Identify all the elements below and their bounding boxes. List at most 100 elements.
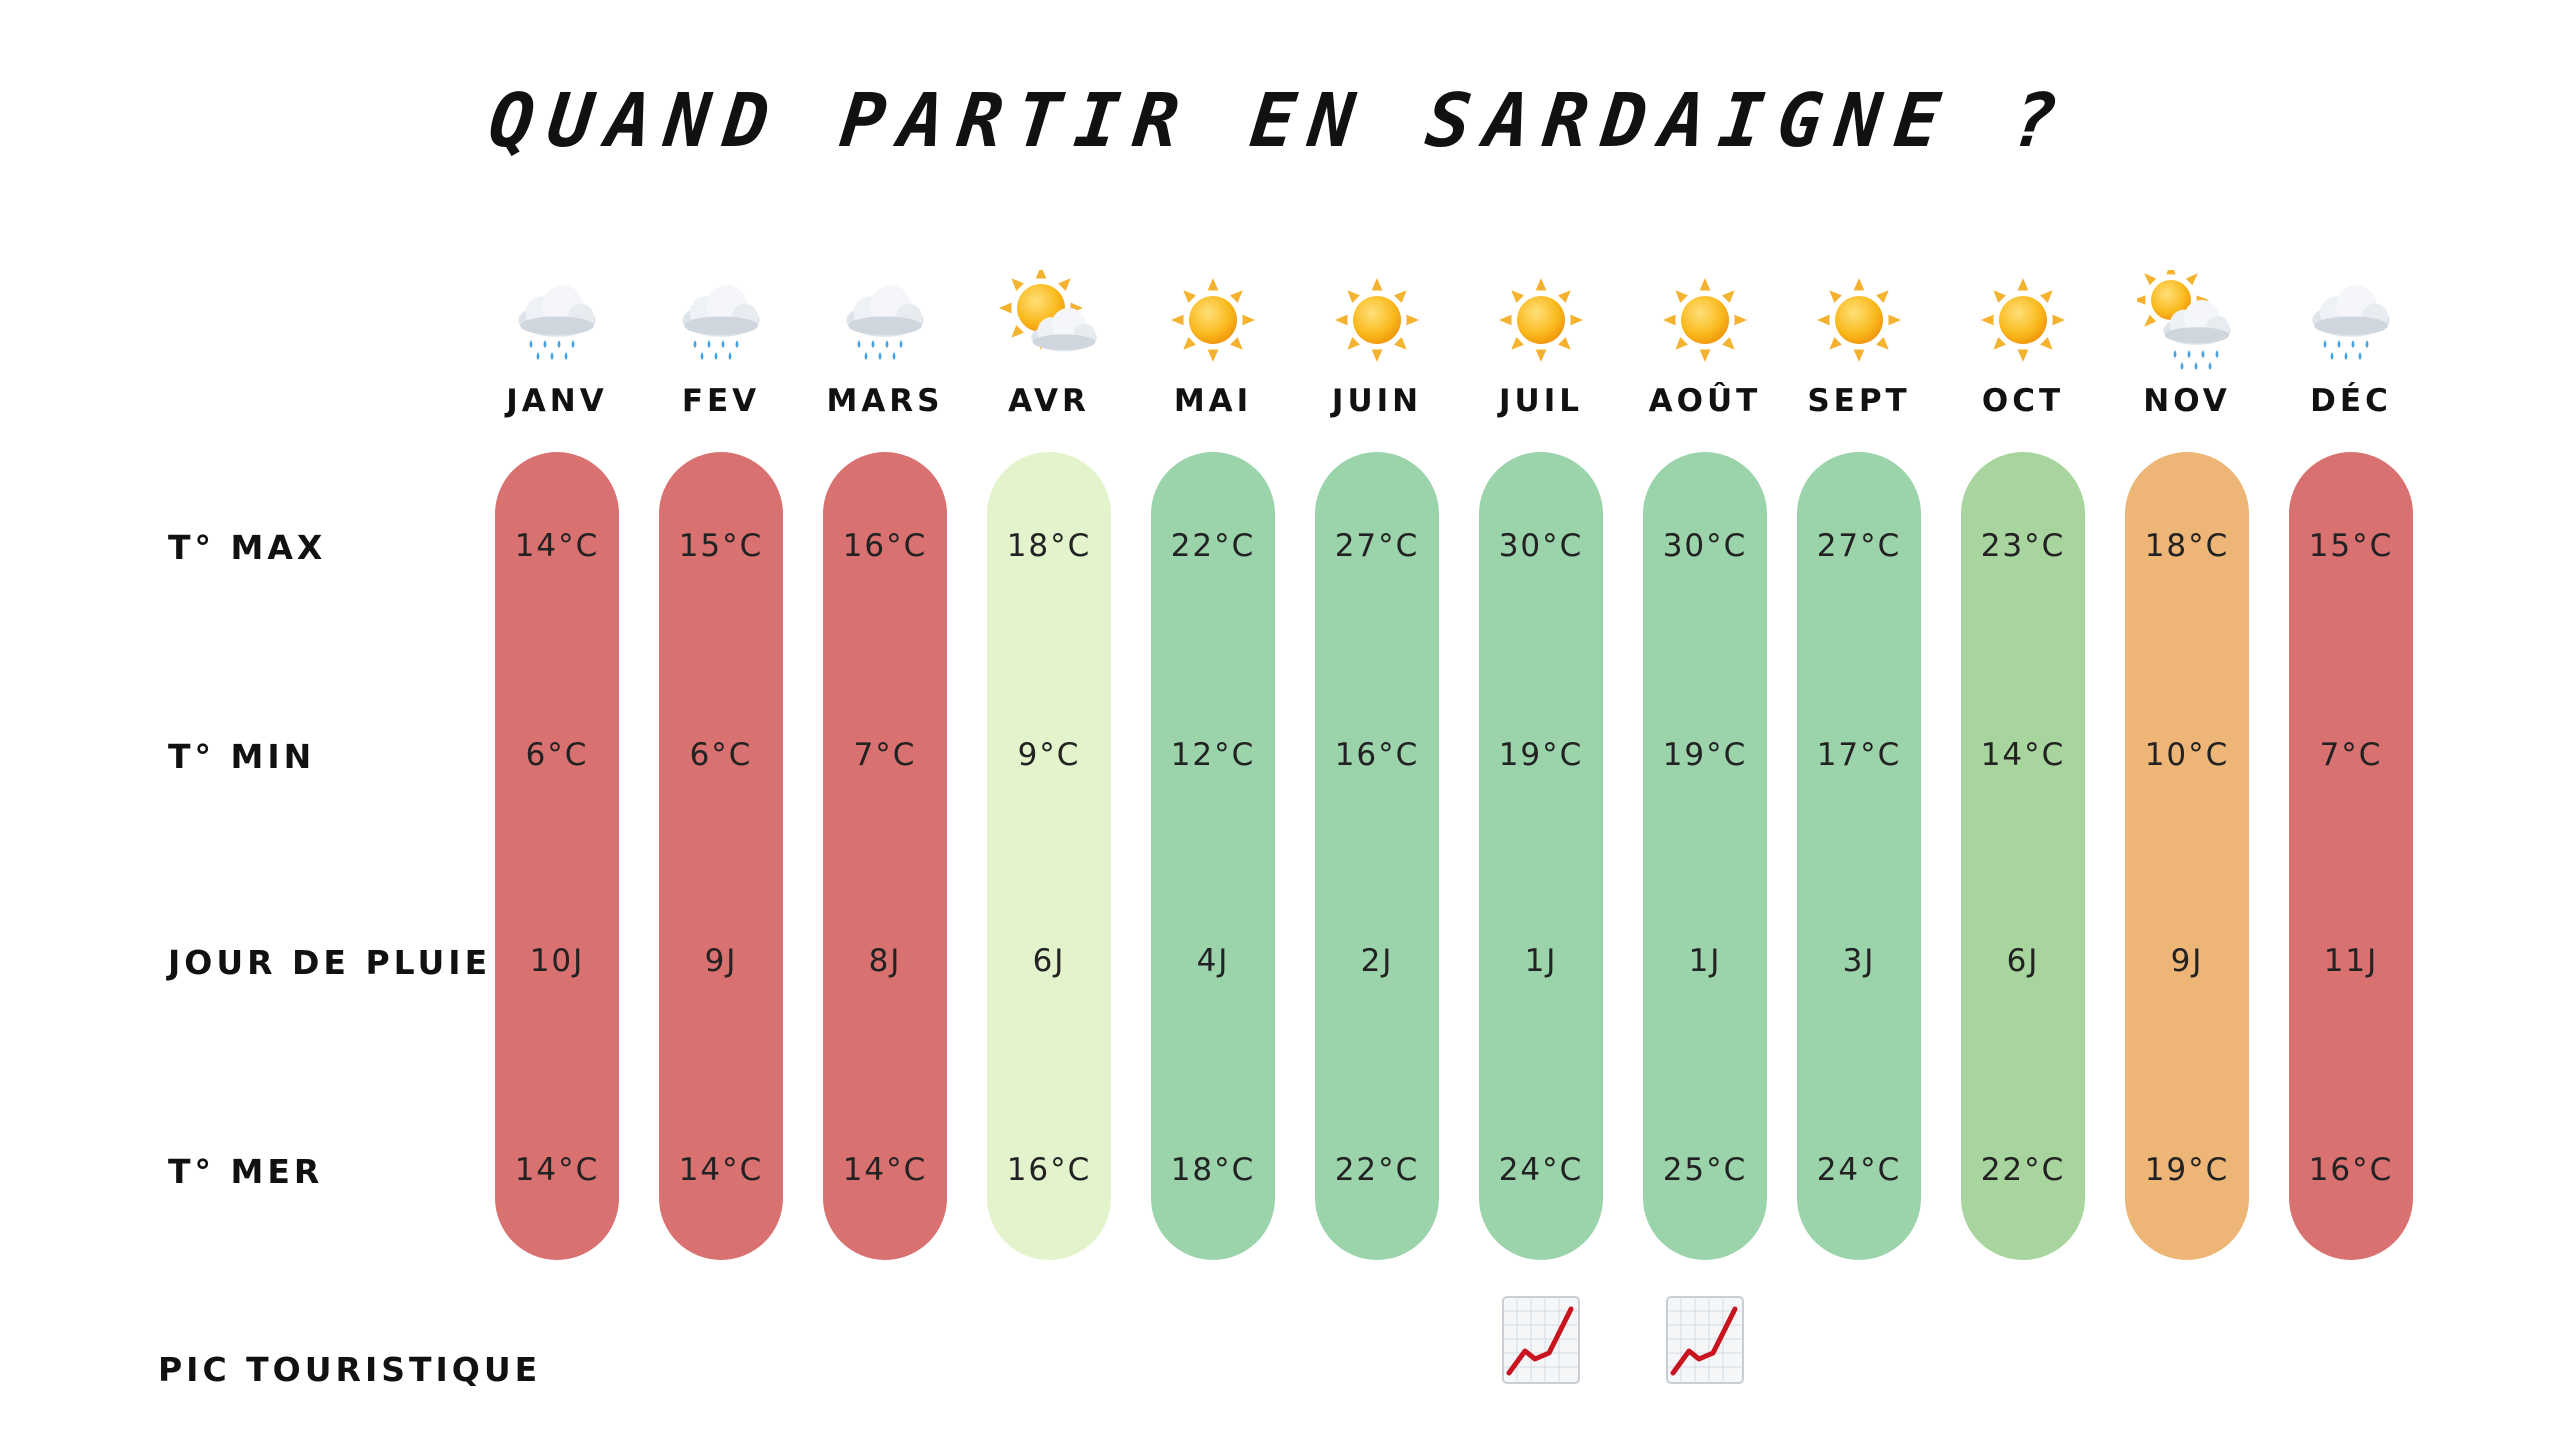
- cell-tmin: 16°C: [1334, 737, 1420, 773]
- month-pill: [659, 452, 783, 1260]
- month-pill: [1479, 452, 1603, 1260]
- month-name: DÉC: [2310, 383, 2392, 419]
- month-column: MAI 22°C 12°C 4J 18°C: [1151, 0, 1275, 1440]
- cell-rain: 6J: [1032, 943, 1066, 979]
- cell-sea: 24°C: [1816, 1152, 1902, 1188]
- cell-tmax: 18°C: [1006, 528, 1092, 564]
- cell-tmax: 23°C: [1980, 528, 2066, 564]
- cell-rain: 1J: [1524, 943, 1558, 979]
- chart-increasing-icon: [1502, 1296, 1580, 1384]
- rain-cloud-icon: [518, 285, 596, 360]
- cell-rain: 10J: [529, 943, 585, 979]
- month-column: JANV 14°C 6°C 10J 14°C: [495, 0, 619, 1440]
- sun-icon: [1663, 278, 1747, 362]
- month-column: AVR 18°C 9°C 6J 16°C: [987, 0, 1111, 1440]
- cell-tmin: 9°C: [1017, 737, 1081, 773]
- cell-tmin: 19°C: [1498, 737, 1584, 773]
- cell-tmin: 17°C: [1816, 737, 1902, 773]
- cell-tmin: 12°C: [1170, 737, 1256, 773]
- cell-tmax: 27°C: [1816, 528, 1902, 564]
- cell-tmin: 7°C: [853, 737, 917, 773]
- cell-tmax: 30°C: [1662, 528, 1748, 564]
- cell-tmax: 16°C: [842, 528, 928, 564]
- rain-cloud-icon: [682, 285, 760, 360]
- cell-tmin: 10°C: [2144, 737, 2230, 773]
- cell-tmin: 19°C: [1662, 737, 1748, 773]
- cell-sea: 14°C: [842, 1152, 928, 1188]
- month-column: FEV 15°C 6°C 9J 14°C: [659, 0, 783, 1440]
- cell-tmax: 14°C: [514, 528, 600, 564]
- cell-rain: 9J: [2170, 943, 2204, 979]
- month-pill: [2289, 452, 2413, 1260]
- month-pill: [1315, 452, 1439, 1260]
- cell-tmin: 6°C: [689, 737, 753, 773]
- row-label-rain: JOUR DE PLUIE: [168, 943, 492, 982]
- rain-cloud-icon: [846, 285, 924, 360]
- cell-sea: 16°C: [2308, 1152, 2394, 1188]
- cell-rain: 2J: [1360, 943, 1394, 979]
- month-column: JUIL 30°C 19°C 1J 24°C: [1479, 0, 1603, 1440]
- month-column: NOV 18°C 10°C 9J 19°C: [2125, 0, 2249, 1440]
- month-pill: [1151, 452, 1275, 1260]
- sun-behind-rain-cloud-icon: [2137, 270, 2231, 370]
- month-pill: [1797, 452, 1921, 1260]
- cell-tmin: 7°C: [2319, 737, 2383, 773]
- month-pill: [2125, 452, 2249, 1260]
- sun-icon: [1499, 278, 1583, 362]
- cell-tmax: 30°C: [1498, 528, 1584, 564]
- month-name: MARS: [826, 383, 944, 419]
- cell-rain: 9J: [704, 943, 738, 979]
- cell-sea: 19°C: [2144, 1152, 2230, 1188]
- month-column: SEPT 27°C 17°C 3J 24°C: [1797, 0, 1921, 1440]
- cell-tmax: 15°C: [678, 528, 764, 564]
- sun-icon: [1981, 278, 2065, 362]
- cell-sea: 22°C: [1334, 1152, 1420, 1188]
- month-name: OCT: [1981, 383, 2065, 419]
- cell-rain: 3J: [1842, 943, 1876, 979]
- chart-increasing-icon: [1666, 1296, 1744, 1384]
- sun-behind-cloud-icon: [999, 270, 1097, 352]
- month-name: MAI: [1173, 383, 1253, 419]
- month-name: JANV: [506, 383, 608, 419]
- month-name: AVR: [1008, 383, 1090, 419]
- cell-sea: 16°C: [1006, 1152, 1092, 1188]
- month-pill: [987, 452, 1111, 1260]
- cell-rain: 8J: [868, 943, 902, 979]
- cell-tmax: 22°C: [1170, 528, 1256, 564]
- cell-sea: 18°C: [1170, 1152, 1256, 1188]
- month-name: FEV: [681, 383, 761, 419]
- month-column: OCT 23°C 14°C 6J 22°C: [1961, 0, 2085, 1440]
- cell-sea: 25°C: [1662, 1152, 1748, 1188]
- cell-sea: 14°C: [514, 1152, 600, 1188]
- cell-sea: 22°C: [1980, 1152, 2066, 1188]
- cell-tmin: 14°C: [1980, 737, 2066, 773]
- row-label-peak: PIC TOURISTIQUE: [158, 1350, 542, 1389]
- row-label-tmin: T° MIN: [168, 737, 316, 776]
- cell-rain: 1J: [1688, 943, 1722, 979]
- month-name: JUIN: [1331, 383, 1423, 419]
- month-column: DÉC 15°C 7°C 11J 16°C: [2289, 0, 2413, 1440]
- cell-tmax: 15°C: [2308, 528, 2394, 564]
- cell-sea: 14°C: [678, 1152, 764, 1188]
- month-pill: [823, 452, 947, 1260]
- row-label-tmax: T° MAX: [168, 528, 327, 567]
- cell-rain: 11J: [2323, 943, 2379, 979]
- rain-cloud-icon: [2312, 285, 2390, 360]
- sun-icon: [1817, 278, 1901, 362]
- sun-icon: [1335, 278, 1419, 362]
- month-pill: [1643, 452, 1767, 1260]
- month-pill: [495, 452, 619, 1260]
- cell-tmax: 18°C: [2144, 528, 2230, 564]
- cell-tmax: 27°C: [1334, 528, 1420, 564]
- cell-tmin: 6°C: [525, 737, 589, 773]
- month-name: AOÛT: [1648, 383, 1762, 419]
- month-column: JUIN 27°C 16°C 2J 22°C: [1315, 0, 1439, 1440]
- month-name: NOV: [2143, 383, 2231, 419]
- cell-sea: 24°C: [1498, 1152, 1584, 1188]
- row-label-sea: T° MER: [168, 1152, 324, 1191]
- month-pill: [1961, 452, 2085, 1260]
- cell-rain: 4J: [1196, 943, 1230, 979]
- month-column: AOÛT 30°C 19°C 1J 25°C: [1643, 0, 1767, 1440]
- sun-icon: [1171, 278, 1255, 362]
- month-name: JUIL: [1499, 383, 1583, 419]
